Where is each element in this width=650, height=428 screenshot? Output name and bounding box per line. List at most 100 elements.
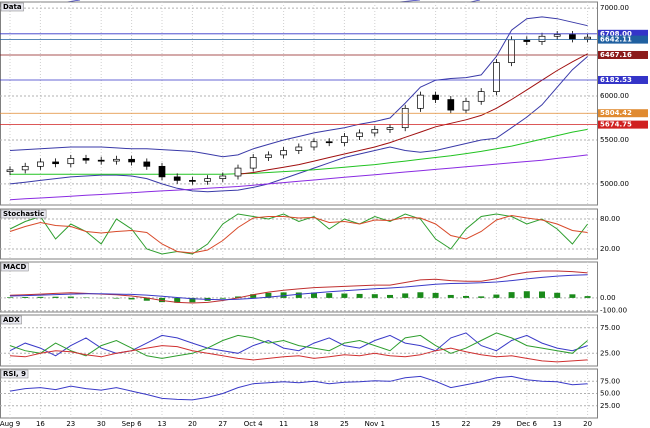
y-tick-label: 5500.00 (600, 136, 629, 144)
candle-body (52, 161, 59, 165)
histogram-bar (508, 292, 515, 298)
x-tick-label: Dec 6 (517, 420, 538, 428)
series-line (9, 56, 588, 193)
histogram-bar (341, 293, 348, 298)
histogram-bar (432, 292, 439, 298)
series-line (9, 214, 588, 254)
y-tick-label: 75.00 (600, 377, 620, 385)
candle-body (265, 154, 272, 158)
candle-body (204, 178, 211, 182)
candle-body (432, 94, 439, 100)
level-label: 6642.11 (600, 36, 632, 44)
candle-body (173, 176, 181, 181)
candle-body (417, 94, 424, 109)
histogram-bar (326, 293, 333, 298)
candle-body (37, 161, 44, 167)
histogram-bar (523, 291, 530, 298)
candle-body (386, 127, 394, 130)
x-tick-label: 15 (431, 420, 440, 428)
candle-body (189, 180, 196, 182)
panel-frame (0, 208, 598, 260)
candle-body (371, 129, 379, 134)
level-label: 5674.75 (600, 121, 632, 129)
candle-body (219, 175, 227, 179)
y-tick-label: 25.00 (600, 402, 620, 410)
panel-title-box (0, 209, 47, 219)
candle-body (401, 107, 409, 129)
candle-body (249, 157, 257, 169)
level-label: 6708.00 (600, 30, 632, 38)
series-line (9, 16, 588, 158)
histogram-bar (280, 292, 287, 298)
panel-title-box (0, 315, 22, 325)
candle-body (477, 91, 485, 102)
series-line (9, 154, 588, 201)
x-tick-label: 29 (492, 420, 501, 428)
candle-body (538, 35, 546, 42)
level-label: 6182.53 (600, 76, 632, 84)
histogram-bar (189, 297, 196, 303)
x-tick-label: 16 (36, 420, 45, 428)
candle-body (21, 165, 29, 171)
candle-body (82, 158, 90, 161)
y-tick-label: -100.00 (600, 307, 627, 315)
candle-body (508, 39, 515, 63)
candle-body (280, 150, 287, 156)
candle-body (493, 62, 500, 92)
histogram-bar (417, 292, 424, 298)
candle-body (97, 159, 105, 162)
candle-body (569, 34, 576, 40)
x-tick-label: 27 (218, 420, 227, 428)
x-tick-label: 18 (310, 420, 319, 428)
x-tick-label: 23 (66, 420, 75, 428)
x-tick-label: 20 (188, 420, 197, 428)
level-label-box (598, 75, 648, 84)
histogram-bar (128, 297, 135, 300)
series-line (237, 53, 588, 175)
candle-body (553, 34, 561, 37)
x-tick-label: 20 (583, 420, 592, 428)
y-tick-label: 50.00 (600, 390, 620, 398)
x-tick-label: 30 (97, 420, 106, 428)
histogram-bar (387, 294, 393, 298)
candle-body (295, 146, 303, 151)
x-tick-label: Aug 9 (0, 420, 20, 428)
series-line (9, 345, 588, 363)
candle-body (234, 167, 242, 177)
panel-title-box (0, 262, 29, 272)
histogram-bar (493, 294, 500, 298)
candle-body (356, 132, 363, 137)
y-tick-label: 25.00 (600, 349, 620, 357)
level-label-box (598, 120, 648, 129)
series-line (9, 332, 588, 359)
histogram-bar (7, 297, 13, 298)
histogram-bar (52, 296, 59, 298)
panel-frame (0, 261, 598, 313)
panel-title-box (0, 2, 24, 12)
level-label: 5804.42 (600, 109, 632, 117)
x-tick-label: Oct 4 (244, 420, 263, 428)
x-tick-label: 22 (462, 420, 471, 428)
series-line (10, 128, 588, 175)
y-tick-label: 6000.00 (600, 92, 629, 100)
panel-frame (0, 314, 598, 367)
histogram-bar (402, 293, 409, 298)
candle-body (325, 141, 333, 144)
candle-body (523, 39, 531, 42)
histogram-bar (478, 296, 485, 298)
panel-title: RSI, 9 (3, 370, 26, 378)
histogram-bar (295, 292, 302, 298)
series-line (9, 274, 588, 301)
x-tick-label: 11 (279, 420, 288, 428)
histogram-bar (174, 297, 181, 303)
panel-title-box (0, 369, 29, 379)
level-label-box (598, 50, 648, 59)
panel-title: ADX (3, 316, 20, 324)
series-line (9, 332, 588, 357)
series-line (9, 375, 588, 401)
x-tick-label: 25 (340, 420, 349, 428)
level-label-box (598, 29, 648, 38)
level-label: 6467.16 (600, 51, 632, 59)
candle-body (447, 99, 455, 111)
candle-body (341, 136, 348, 143)
